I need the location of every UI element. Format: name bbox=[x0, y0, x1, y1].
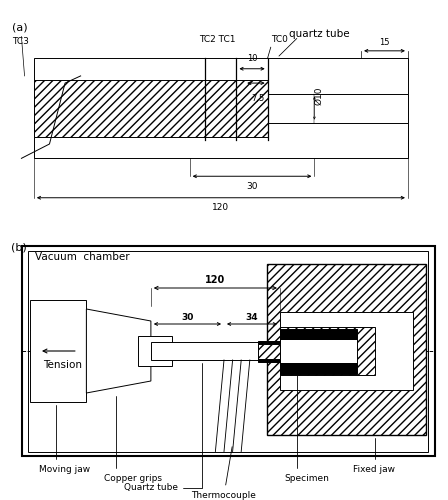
Text: Quartz tube: Quartz tube bbox=[124, 363, 202, 492]
Bar bbox=[30, 300, 86, 402]
Text: 30: 30 bbox=[246, 182, 258, 191]
Bar bbox=[28, 250, 428, 452]
Text: 15: 15 bbox=[379, 38, 390, 48]
Text: 120: 120 bbox=[205, 275, 225, 285]
Text: Ø10: Ø10 bbox=[314, 86, 323, 104]
Bar bbox=[267, 94, 408, 122]
Bar bbox=[258, 340, 280, 361]
Bar bbox=[280, 363, 358, 374]
Bar bbox=[151, 342, 258, 360]
Bar bbox=[34, 58, 408, 158]
Text: 10: 10 bbox=[247, 54, 257, 63]
Text: Vacuum  chamber: Vacuum chamber bbox=[35, 252, 129, 262]
Text: Thermocouple: Thermocouple bbox=[192, 446, 256, 500]
Text: Moving jaw: Moving jaw bbox=[39, 405, 90, 474]
Text: TC2 TC1: TC2 TC1 bbox=[199, 34, 236, 43]
Text: 7,5: 7,5 bbox=[252, 94, 265, 103]
Text: Copper grips: Copper grips bbox=[103, 396, 162, 483]
Bar bbox=[280, 327, 375, 375]
Text: quartz tube: quartz tube bbox=[289, 30, 350, 40]
Text: Tension: Tension bbox=[43, 360, 82, 370]
Text: (a): (a) bbox=[12, 22, 28, 32]
Bar bbox=[155, 342, 168, 360]
Bar bbox=[22, 246, 435, 456]
Bar bbox=[280, 312, 413, 390]
Text: Specimen: Specimen bbox=[284, 354, 329, 483]
Bar bbox=[258, 344, 280, 358]
Text: (b): (b) bbox=[11, 243, 27, 253]
Bar bbox=[280, 339, 358, 363]
Bar bbox=[280, 328, 358, 339]
Text: Fixed jaw: Fixed jaw bbox=[353, 438, 395, 474]
Text: TC0: TC0 bbox=[271, 34, 288, 43]
Text: 120: 120 bbox=[212, 204, 229, 212]
Bar bbox=[34, 80, 267, 137]
Bar bbox=[267, 264, 426, 435]
Text: 34: 34 bbox=[246, 314, 258, 322]
Text: 30: 30 bbox=[181, 314, 194, 322]
Bar bbox=[138, 336, 172, 366]
Polygon shape bbox=[86, 309, 151, 393]
Text: TC3: TC3 bbox=[12, 36, 29, 46]
